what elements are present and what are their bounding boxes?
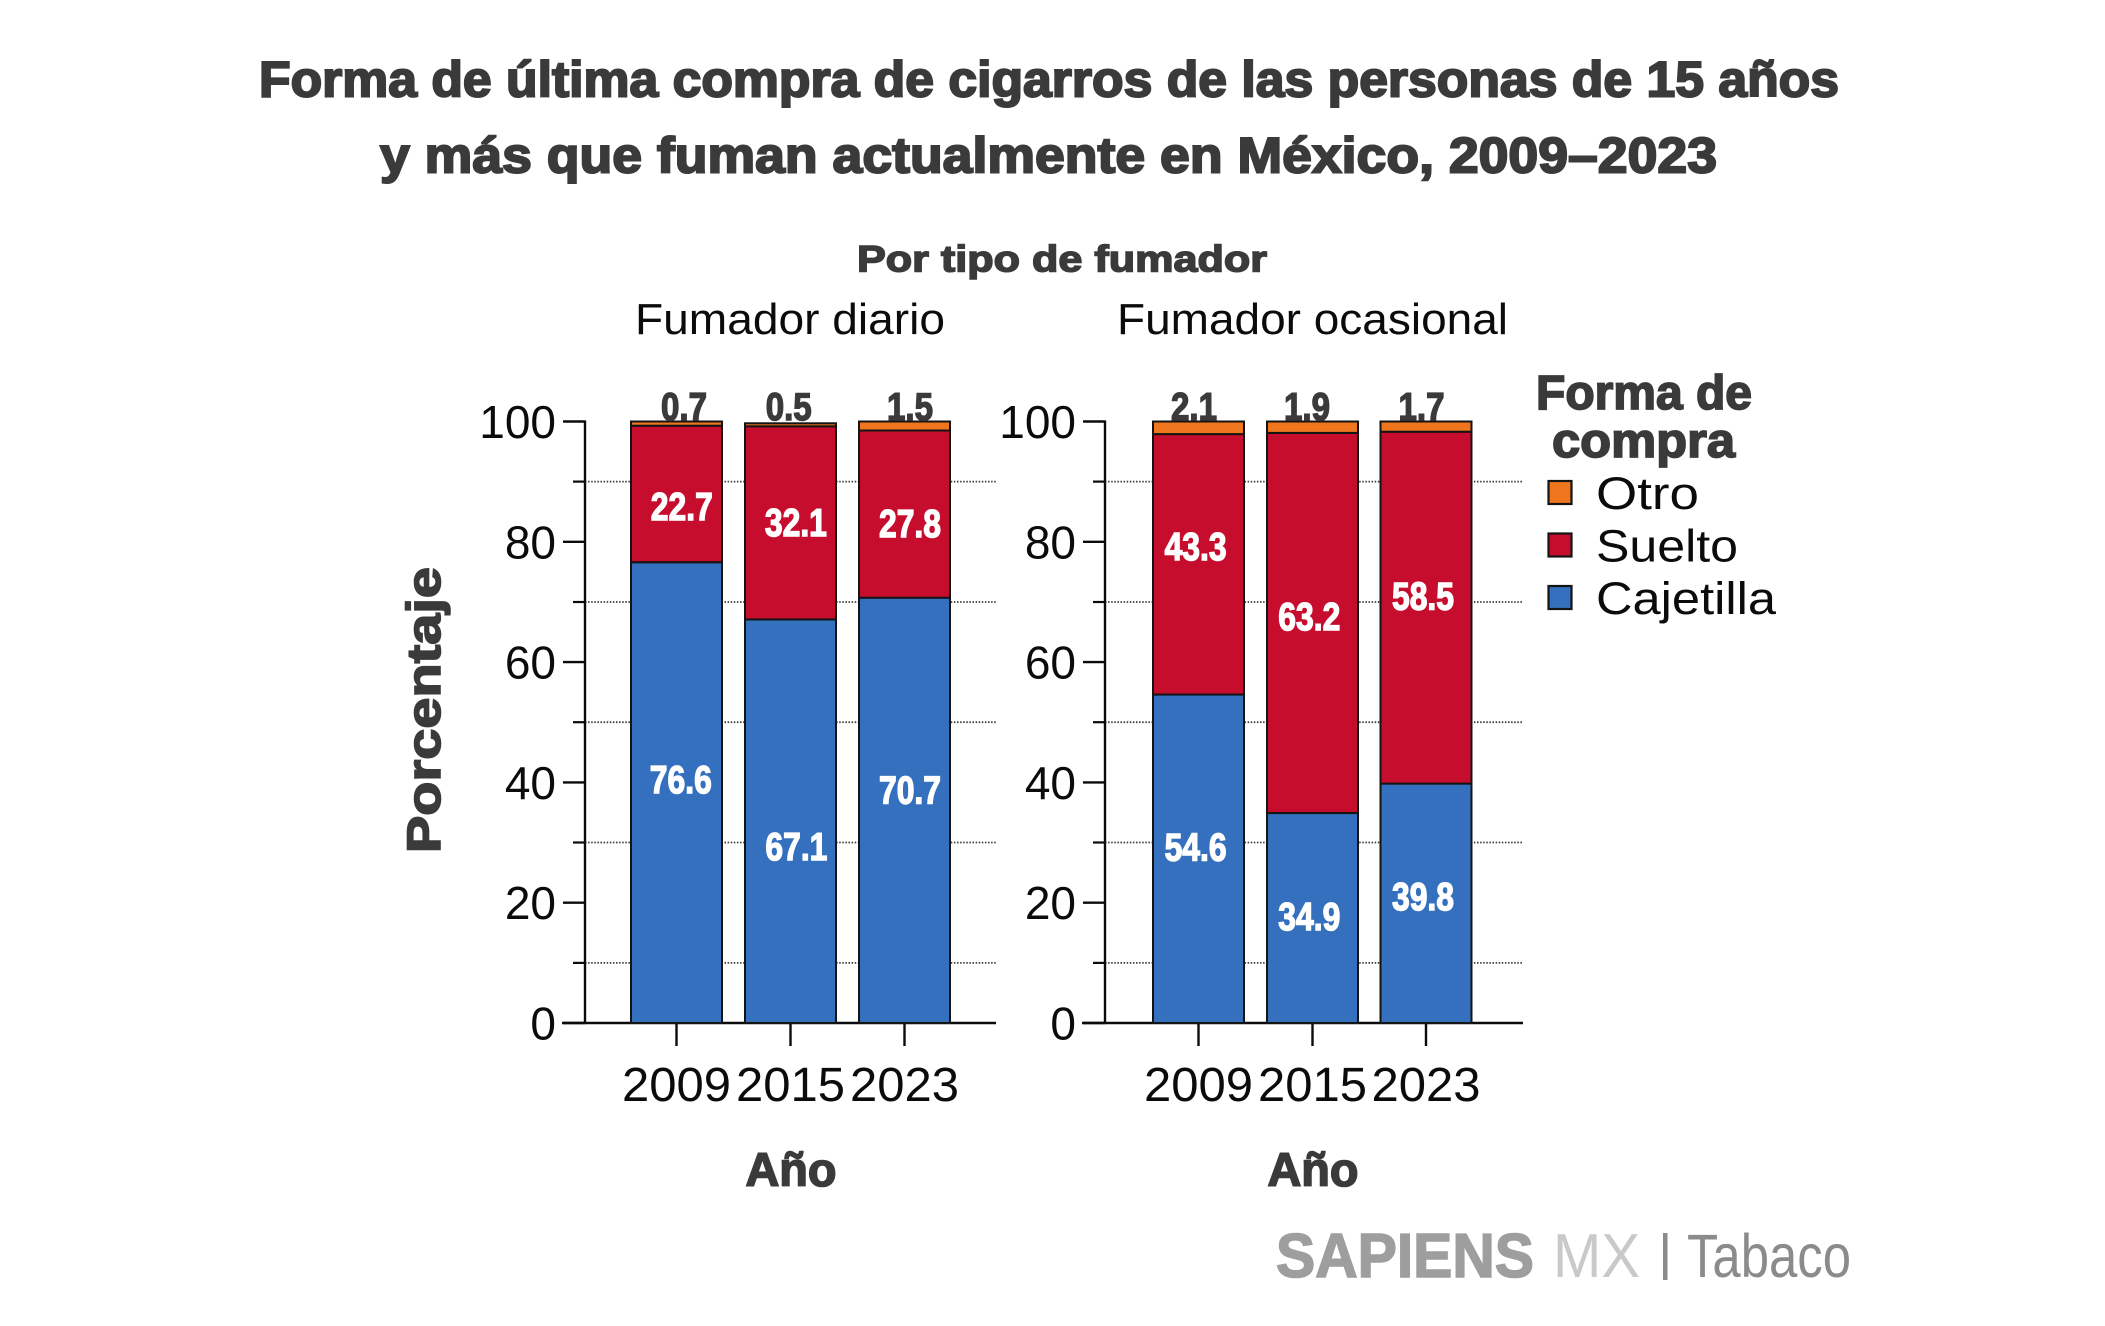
- svg-text:compra: compra: [1552, 415, 1735, 468]
- svg-text:1.5: 1.5: [887, 386, 933, 429]
- svg-text:Fumador diario: Fumador diario: [635, 295, 945, 344]
- svg-text:80: 80: [505, 516, 556, 568]
- svg-text:2009: 2009: [1144, 1059, 1253, 1112]
- svg-text:0.7: 0.7: [661, 386, 707, 429]
- svg-text:20: 20: [1025, 877, 1076, 929]
- svg-text:58.5: 58.5: [1392, 576, 1454, 619]
- svg-text:Otro: Otro: [1596, 468, 1699, 519]
- svg-text:y más que fuman actualmente en: y más que fuman actualmente en México, 2…: [380, 128, 1717, 184]
- svg-text:Por tipo de fumador: Por tipo de fumador: [857, 239, 1267, 280]
- svg-text:2015: 2015: [736, 1059, 845, 1112]
- svg-text:43.3: 43.3: [1165, 526, 1227, 569]
- svg-text:Porcentaje: Porcentaje: [397, 567, 450, 853]
- svg-text:76.6: 76.6: [650, 759, 712, 802]
- svg-text:SAPIENS: SAPIENS: [1276, 1222, 1534, 1291]
- svg-text:40: 40: [1025, 757, 1076, 809]
- svg-text:MX: MX: [1553, 1222, 1640, 1291]
- svg-text:1.9: 1.9: [1284, 386, 1330, 429]
- svg-text:27.8: 27.8: [879, 503, 941, 546]
- svg-text:34.9: 34.9: [1278, 896, 1340, 939]
- svg-text:60: 60: [505, 637, 556, 689]
- svg-text:80: 80: [1025, 516, 1076, 568]
- svg-text:Forma de: Forma de: [1536, 367, 1752, 420]
- svg-text:0: 0: [1050, 998, 1076, 1050]
- svg-text:Año: Año: [1268, 1143, 1359, 1196]
- svg-text:Cajetilla: Cajetilla: [1596, 573, 1777, 624]
- svg-text:20: 20: [505, 877, 556, 929]
- svg-text:2023: 2023: [1372, 1059, 1481, 1112]
- svg-text:2.1: 2.1: [1171, 386, 1217, 429]
- svg-text:2009: 2009: [622, 1059, 731, 1112]
- svg-text:63.2: 63.2: [1278, 596, 1340, 639]
- svg-text:Fumador ocasional: Fumador ocasional: [1117, 295, 1508, 344]
- svg-text:Suelto: Suelto: [1596, 521, 1738, 572]
- svg-text:40: 40: [505, 757, 556, 809]
- svg-text:1.7: 1.7: [1399, 386, 1445, 429]
- svg-text:100: 100: [999, 396, 1076, 448]
- svg-text:22.7: 22.7: [651, 486, 713, 529]
- svg-text:Tabaco: Tabaco: [1687, 1222, 1851, 1290]
- svg-text:Año: Año: [746, 1143, 837, 1196]
- svg-text:39.8: 39.8: [1392, 876, 1454, 919]
- svg-text:Forma de última compra de ciga: Forma de última compra de cigarros de la…: [259, 52, 1839, 108]
- svg-text:2015: 2015: [1258, 1059, 1367, 1112]
- svg-text:32.1: 32.1: [765, 502, 827, 545]
- svg-text:2023: 2023: [850, 1059, 959, 1112]
- svg-text:60: 60: [1025, 637, 1076, 689]
- svg-text:70.7: 70.7: [879, 770, 941, 813]
- svg-text:100: 100: [479, 396, 556, 448]
- svg-text:0: 0: [530, 998, 556, 1050]
- svg-text:54.6: 54.6: [1165, 826, 1227, 869]
- svg-text:0.5: 0.5: [766, 386, 812, 429]
- svg-text:67.1: 67.1: [765, 826, 827, 869]
